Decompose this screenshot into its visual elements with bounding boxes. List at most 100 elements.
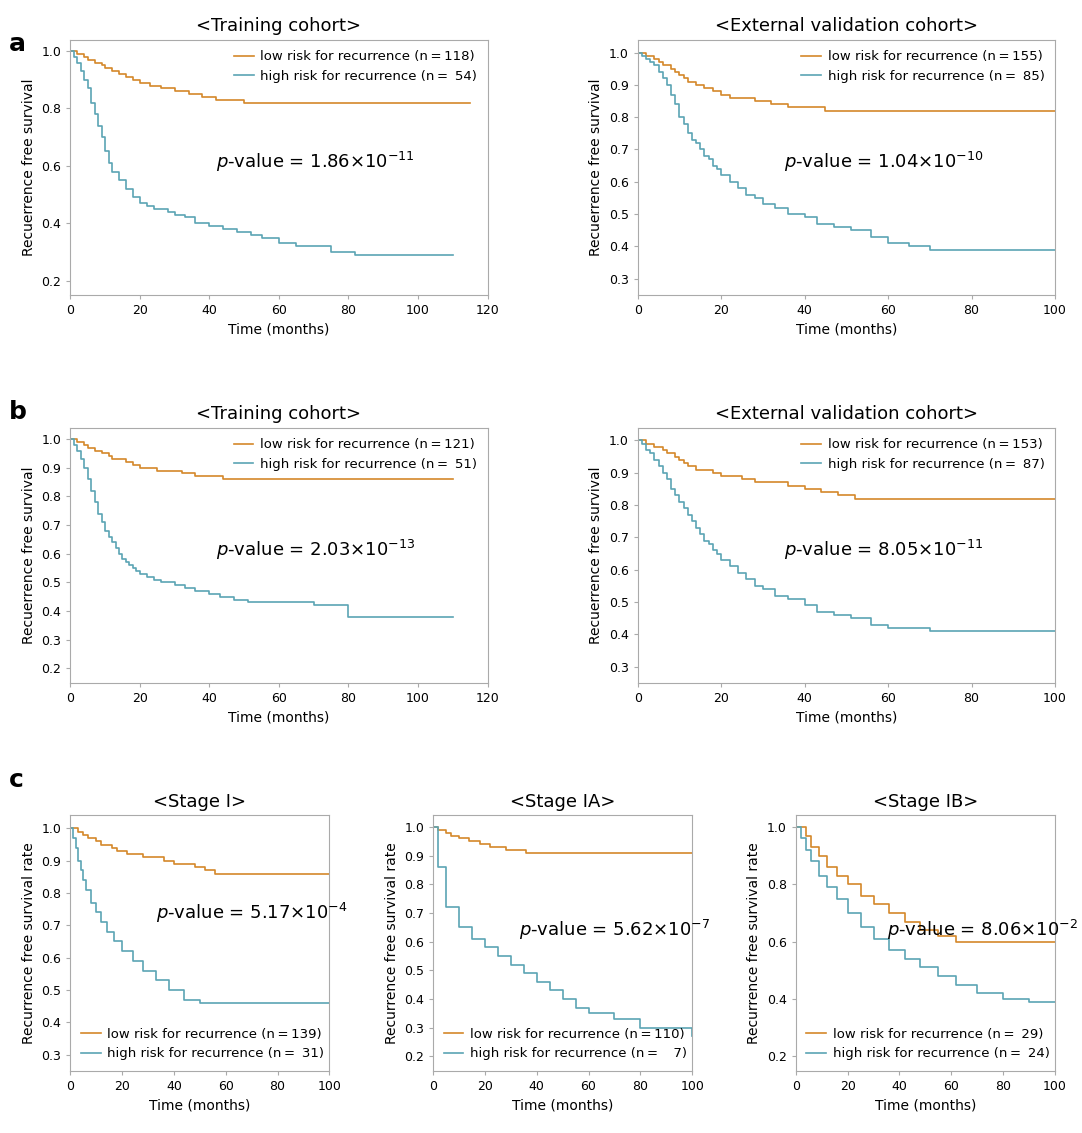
low risk for recurrence (n = 110): [491, 841, 504, 854]
high risk for recurrence (n =  87): [799, 598, 812, 612]
high risk for recurrence (n =  85): [639, 52, 652, 66]
low risk for recurrence (n = 155): [748, 94, 761, 108]
high risk for recurrence (n =  54): [133, 196, 146, 210]
high risk for recurrence (n =  31): [116, 945, 129, 959]
high risk for recurrence (n =  51): [446, 610, 459, 623]
Text: $p$-value = 8.05$\times$10$^{-11}$: $p$-value = 8.05$\times$10$^{-11}$: [783, 538, 984, 562]
high risk for recurrence (n =  54): [113, 173, 126, 187]
high risk for recurrence (n =    7): [634, 1021, 647, 1034]
low risk for recurrence (n = 110): [432, 823, 445, 836]
Text: $p$-value = 1.04$\times$10$^{-10}$: $p$-value = 1.04$\times$10$^{-10}$: [783, 150, 984, 174]
low risk for recurrence (n = 118): [446, 96, 459, 110]
high risk for recurrence (n =  31): [162, 983, 175, 997]
Y-axis label: Recuerrence free survival: Recuerrence free survival: [22, 78, 36, 256]
low risk for recurrence (n = 155): [965, 104, 978, 118]
high risk for recurrence (n =  85): [731, 181, 744, 195]
low risk for recurrence (n = 155): [848, 104, 861, 118]
high risk for recurrence (n =  85): [711, 162, 724, 176]
high risk for recurrence (n =  85): [810, 218, 823, 231]
high risk for recurrence (n =  54): [102, 156, 115, 170]
low risk for recurrence (n = 155): [644, 49, 657, 62]
high risk for recurrence (n =  51): [123, 559, 136, 572]
high risk for recurrence (n =  85): [723, 174, 736, 188]
low risk for recurrence (n = 139): [92, 835, 105, 849]
low risk for recurrence (n = 110): [634, 846, 647, 860]
high risk for recurrence (n =  54): [67, 50, 80, 63]
high risk for recurrence (n =  31): [220, 996, 233, 1010]
low risk for recurrence (n = 118): [464, 96, 477, 110]
high risk for recurrence (n =  51): [189, 585, 202, 598]
low risk for recurrence (n = 139): [84, 832, 97, 845]
low risk for recurrence (n = 153): [652, 440, 665, 453]
low risk for recurrence (n = 118): [255, 96, 268, 110]
X-axis label: Time (months): Time (months): [795, 710, 897, 724]
high risk for recurrence (n =  85): [799, 211, 812, 224]
Y-axis label: Recurrence free survival rate: Recurrence free survival rate: [22, 842, 36, 1043]
high risk for recurrence (n =  85): [631, 45, 644, 59]
high risk for recurrence (n =  87): [707, 544, 720, 557]
low risk for recurrence (n = 153): [677, 457, 690, 470]
high risk for recurrence (n =  54): [255, 231, 268, 245]
low risk for recurrence (n = 153): [765, 476, 778, 489]
high risk for recurrence (n =  31): [101, 925, 114, 938]
low risk for recurrence (n = 110): [447, 828, 460, 842]
low risk for recurrence (n = 153): [689, 462, 702, 476]
low risk for recurrence (n = 110): [463, 835, 476, 849]
low risk for recurrence (n = 139): [177, 858, 190, 871]
low risk for recurrence (n = 155): [781, 101, 794, 114]
low risk for recurrence (n = 121): [119, 455, 132, 469]
low risk for recurrence (n = 121): [377, 472, 390, 486]
low risk for recurrence (n = 139): [90, 835, 103, 849]
low risk for recurrence (n = 118): [210, 93, 223, 107]
low risk for recurrence (n = 110): [499, 843, 512, 857]
Line: low risk for recurrence (n = 153): low risk for recurrence (n = 153): [637, 441, 1055, 499]
X-axis label: Time (months): Time (months): [512, 1098, 613, 1113]
low risk for recurrence (n = 121): [446, 472, 459, 486]
high risk for recurrence (n =  54): [119, 182, 132, 196]
high risk for recurrence (n =  54): [88, 108, 101, 121]
Line: high risk for recurrence (n =  31): high risk for recurrence (n = 31): [70, 828, 329, 1003]
low risk for recurrence (n = 121): [95, 446, 108, 460]
high risk for recurrence (n =    7): [465, 932, 478, 946]
low risk for recurrence (n = 139): [101, 837, 114, 851]
high risk for recurrence (n =  24): [898, 952, 911, 965]
low risk for recurrence (n = 121): [78, 438, 91, 452]
Legend: low risk for recurrence (n = 121), high risk for recurrence (n =  51): low risk for recurrence (n = 121), high …: [229, 434, 480, 475]
high risk for recurrence (n =  85): [664, 87, 677, 101]
high risk for recurrence (n =  51): [64, 432, 77, 445]
high risk for recurrence (n =  85): [844, 223, 857, 237]
high risk for recurrence (n =  51): [147, 573, 160, 587]
high risk for recurrence (n =  87): [810, 605, 823, 619]
low risk for recurrence (n =  29): [950, 935, 963, 948]
low risk for recurrence (n = 153): [748, 476, 761, 489]
low risk for recurrence (n = 155): [1048, 104, 1061, 118]
low risk for recurrence (n = 121): [75, 435, 88, 449]
low risk for recurrence (n = 153): [1006, 492, 1019, 505]
high risk for recurrence (n =  31): [209, 996, 222, 1010]
high risk for recurrence (n =  85): [1028, 242, 1041, 256]
low risk for recurrence (n = 139): [168, 858, 181, 871]
low risk for recurrence (n = 121): [248, 472, 261, 486]
high risk for recurrence (n =  51): [141, 570, 154, 583]
low risk for recurrence (n = 118): [377, 96, 390, 110]
low risk for recurrence (n = 118): [78, 50, 91, 63]
low risk for recurrence (n = 110): [582, 846, 595, 860]
low risk for recurrence (n = 118): [144, 78, 157, 92]
Title: <Stage I>: <Stage I>: [154, 793, 247, 811]
high risk for recurrence (n =  85): [923, 242, 936, 256]
low risk for recurrence (n = 118): [70, 48, 83, 61]
low risk for recurrence (n = 110): [530, 846, 543, 860]
Text: $p$-value = 8.06$\times$10$^{-2}$: $p$-value = 8.06$\times$10$^{-2}$: [886, 918, 1078, 943]
low risk for recurrence (n = 139): [64, 821, 77, 835]
low risk for recurrence (n = 110): [484, 841, 497, 854]
low risk for recurrence (n =  29): [790, 820, 803, 834]
high risk for recurrence (n =  85): [715, 169, 728, 182]
low risk for recurrence (n = 139): [272, 867, 285, 880]
high risk for recurrence (n =    7): [432, 860, 445, 874]
low risk for recurrence (n =  29): [883, 906, 896, 920]
low risk for recurrence (n = 155): [673, 68, 686, 82]
high risk for recurrence (n =  87): [644, 446, 657, 460]
low risk for recurrence (n = 121): [175, 467, 188, 480]
low risk for recurrence (n = 121): [81, 441, 94, 454]
low risk for recurrence (n = 118): [238, 96, 251, 110]
